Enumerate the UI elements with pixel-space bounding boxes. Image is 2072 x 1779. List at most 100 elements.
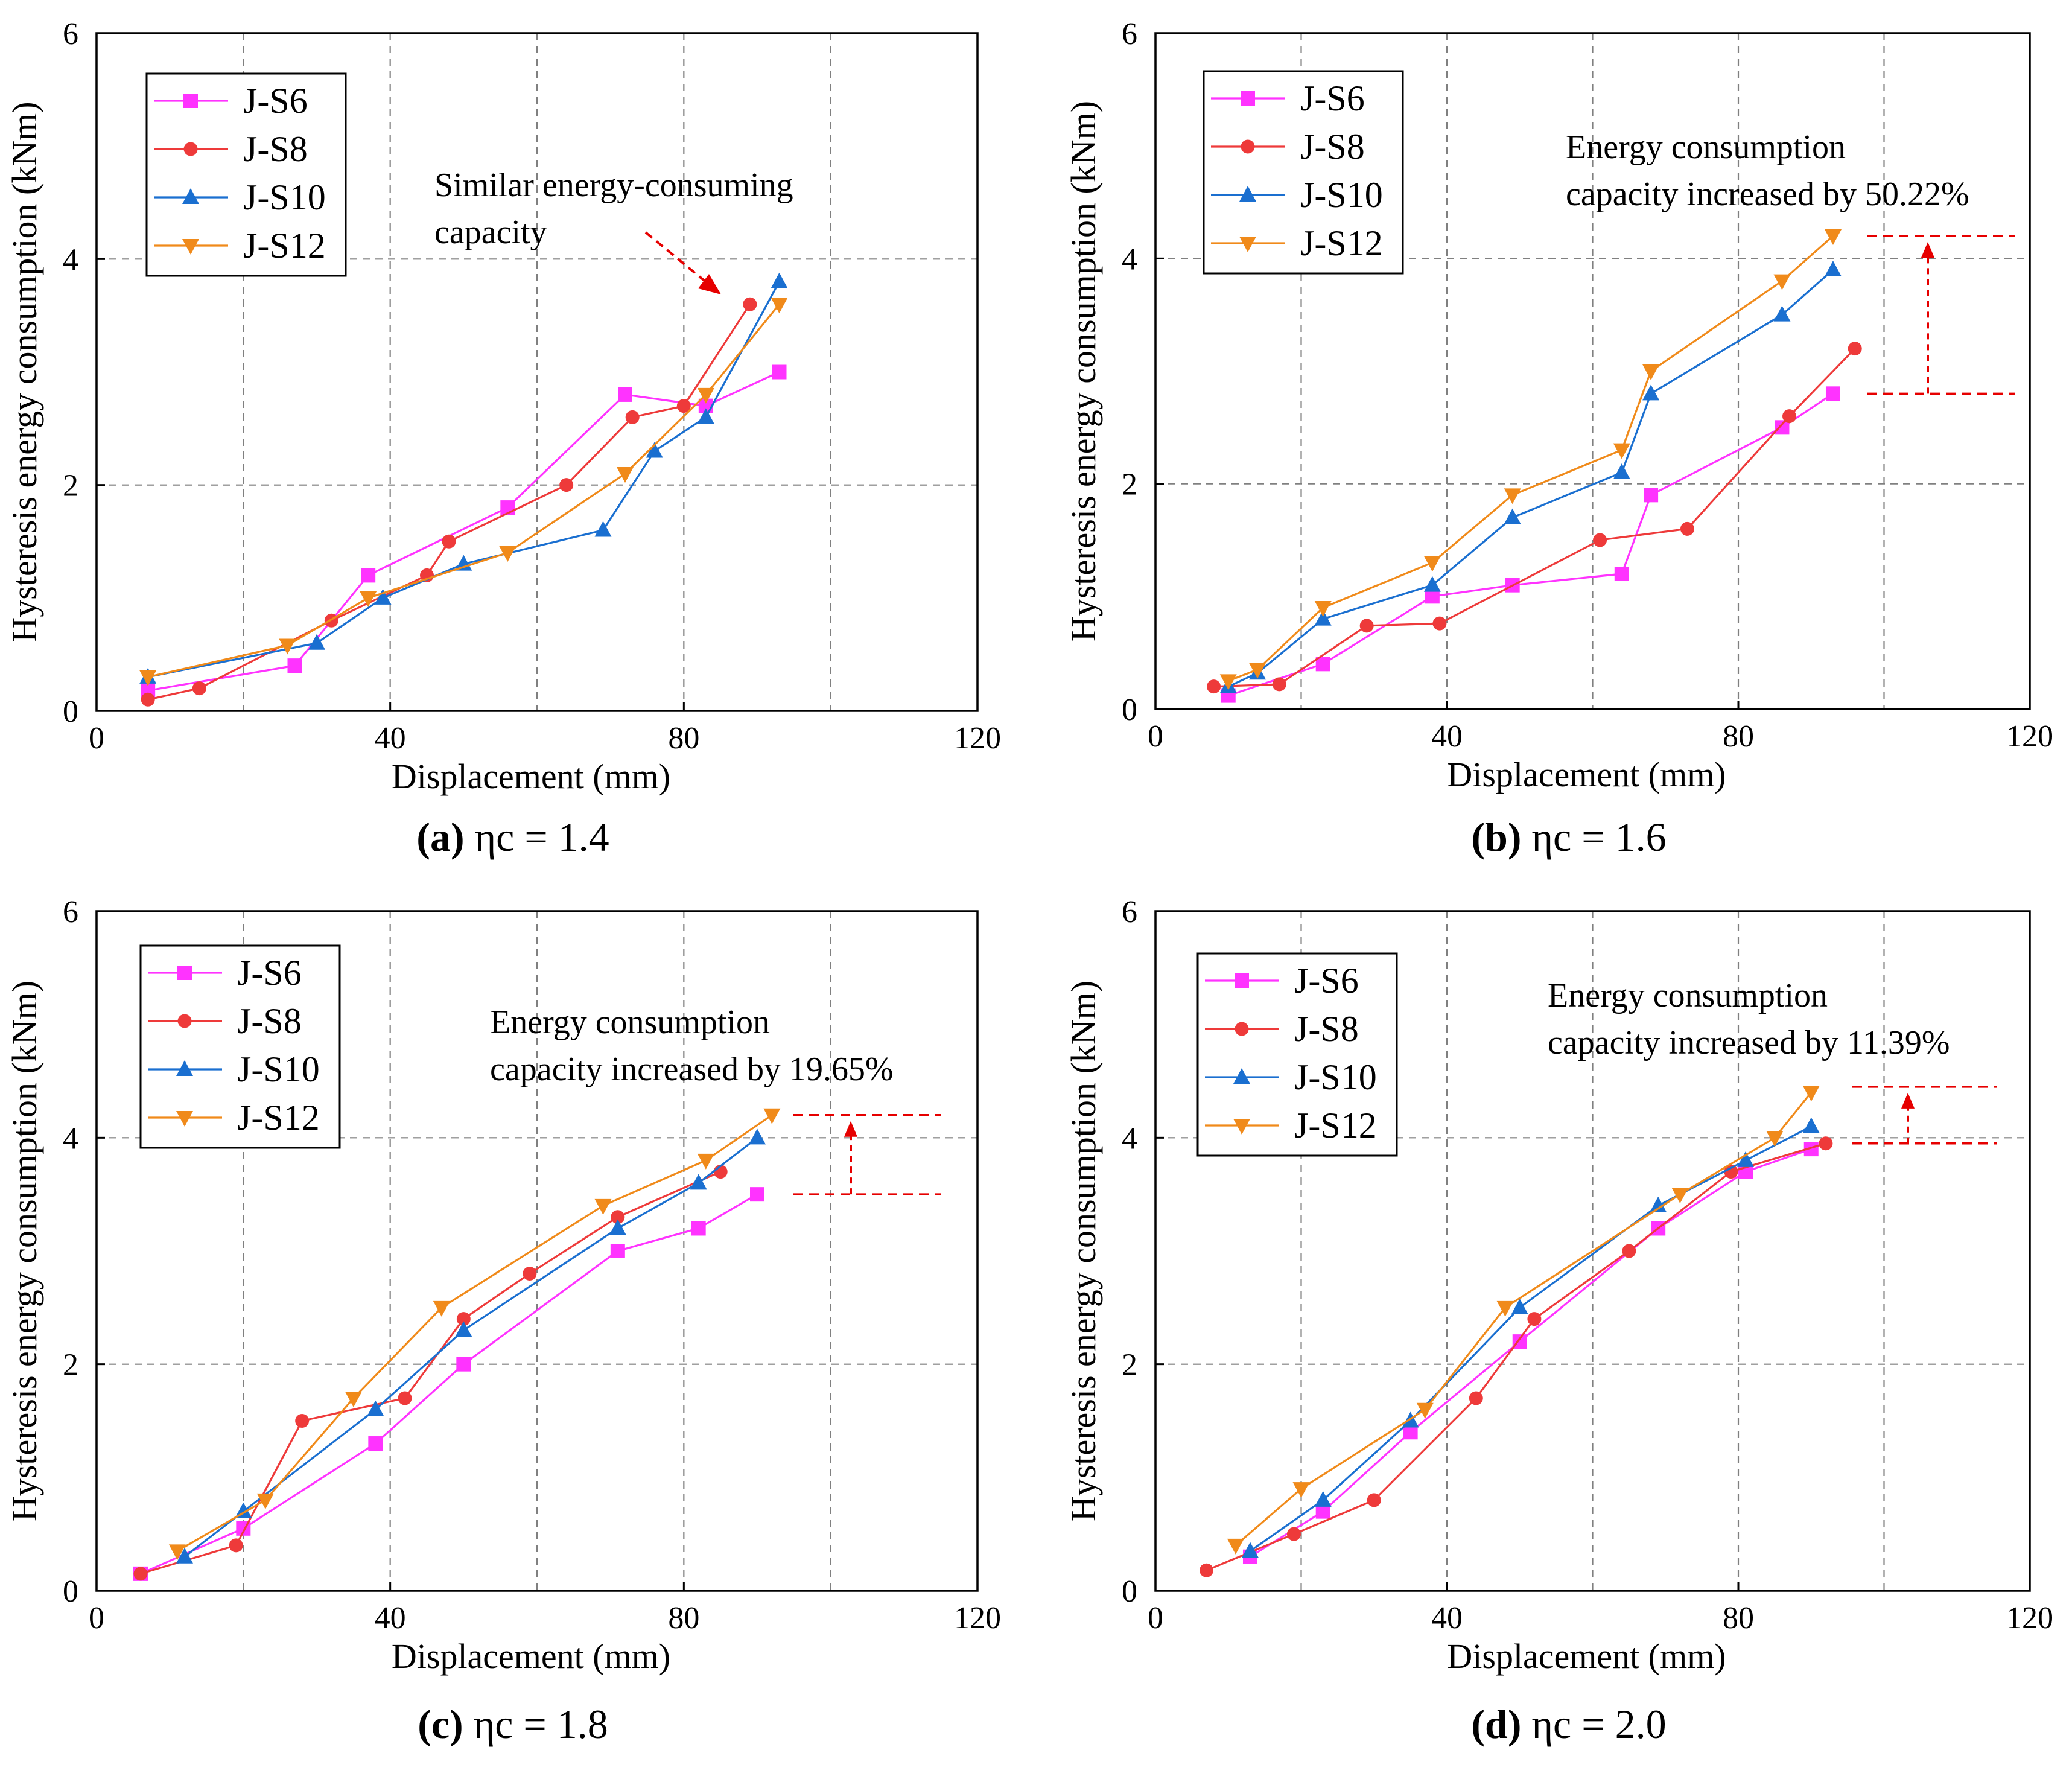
data-point — [772, 364, 787, 380]
data-point — [1671, 1188, 1689, 1204]
series-line — [1228, 392, 1834, 697]
chart-panel-a: 0 40 80 120 0 2 4 6 Displacement (mm) Hysteresis … — [5, 17, 1001, 860]
panel-caption: (b) ηc = 1.6 — [1471, 814, 1666, 860]
series-line — [147, 281, 780, 678]
legend-label: J-S10 — [243, 177, 326, 217]
chart-panel-b: 0 40 80 120 0 2 4 6 Displacement (mm) Hysteresis … — [1064, 17, 2053, 860]
legend-box — [1203, 70, 1404, 275]
data-point — [442, 534, 456, 549]
series-line — [177, 1114, 773, 1552]
data-point — [456, 1357, 471, 1372]
data-point — [1423, 576, 1441, 592]
data-point — [168, 1544, 186, 1561]
y-tick-label: 4 — [1122, 1121, 1137, 1156]
series-J-S6 — [1242, 1142, 1819, 1564]
data-point — [1219, 674, 1237, 690]
legend-marker — [182, 188, 199, 204]
x-tick-label: 120 — [954, 721, 1001, 756]
legend-label: J-S12 — [1294, 1106, 1377, 1145]
annotation: Energy consumption capacity increased by … — [1566, 129, 2015, 395]
data-point — [287, 658, 302, 673]
series-J-S12 — [139, 298, 788, 686]
legend-label: J-S12 — [1300, 223, 1383, 263]
x-tick-label: 80 — [668, 1601, 699, 1635]
legend-label: J-S6 — [1300, 78, 1365, 118]
series-J-S8 — [1207, 342, 1862, 694]
x-tick-label: 40 — [375, 721, 406, 756]
data-point — [367, 1400, 384, 1416]
y-tick-label: 2 — [1122, 1348, 1137, 1383]
y-tick-label: 0 — [63, 695, 78, 729]
data-point — [1469, 1391, 1483, 1405]
data-point — [749, 1128, 766, 1145]
annotation-arrowhead — [1901, 1092, 1915, 1109]
annotation-text: capacity increased by 19.65% — [490, 1051, 894, 1088]
y-tick-label: 6 — [1122, 17, 1137, 51]
data-point — [176, 1547, 193, 1564]
data-point — [771, 272, 788, 288]
data-point — [368, 1436, 383, 1451]
data-point — [1416, 1402, 1434, 1419]
data-point — [1642, 384, 1660, 401]
chart-panel-d: 0 40 80 120 0 2 4 6 Displacement (mm) Hysteresis … — [1064, 895, 2053, 1747]
data-point — [1272, 677, 1286, 692]
y-axis-label: Hysteresis energy consumption (kNm) — [1064, 981, 1103, 1521]
data-point — [1644, 488, 1659, 503]
data-point — [610, 1244, 625, 1258]
data-point — [1314, 601, 1332, 617]
legend-label: J-S6 — [237, 953, 302, 993]
legend-marker — [183, 94, 198, 108]
annotation-arrowhead — [844, 1121, 857, 1137]
legend-marker — [1235, 973, 1249, 988]
x-tick-label: 0 — [89, 1601, 104, 1635]
plot-frame — [1154, 910, 2031, 1592]
data-point — [295, 1414, 310, 1428]
annotation-arrowhead — [698, 274, 721, 294]
legend-label: J-S6 — [1294, 961, 1359, 1001]
legend-label: J-S6 — [243, 81, 308, 121]
x-tick-label: 0 — [89, 721, 104, 756]
chart-panel-c: 0 40 80 120 0 2 4 6 Displacement (mm) Hysteresis … — [5, 895, 1001, 1747]
legend: J-S6 J-S8 J-S10 J-S12 — [1196, 952, 1398, 1157]
data-point — [455, 555, 472, 571]
series-J-S8 — [1200, 1136, 1833, 1577]
data-point — [361, 568, 376, 583]
data-point — [1511, 1298, 1528, 1314]
data-point — [1496, 1300, 1514, 1317]
data-point — [594, 1198, 612, 1215]
data-point — [308, 634, 325, 650]
data-point — [133, 1567, 148, 1581]
annotation-text: capacity increased by 11.39% — [1548, 1024, 1950, 1061]
x-tick-label: 80 — [1723, 719, 1754, 754]
x-axis-label: Displacement (mm) — [1447, 1637, 1726, 1676]
series-line — [1250, 1148, 1812, 1558]
data-point — [1824, 229, 1842, 245]
data-point — [1782, 409, 1797, 424]
data-point — [750, 1187, 764, 1202]
series-J-S10 — [139, 272, 788, 684]
data-point — [611, 1210, 625, 1224]
legend-label: J-S12 — [237, 1098, 320, 1138]
data-point — [1802, 1117, 1820, 1133]
series-J-S10 — [1241, 1117, 1820, 1558]
legend-marker — [176, 1111, 193, 1127]
y-tick-label: 6 — [63, 17, 78, 51]
data-point — [594, 521, 612, 537]
legend-marker — [1235, 1022, 1249, 1036]
annotation: Energy consumption capacity increased by … — [490, 1004, 941, 1195]
data-point — [691, 1221, 706, 1236]
data-point — [398, 1391, 412, 1405]
data-point — [1314, 1491, 1332, 1507]
annotation: Similar energy-consuming capacity — [434, 167, 793, 294]
series-J-S12 — [168, 1108, 781, 1561]
legend-label: J-S8 — [243, 129, 308, 169]
legend-marker — [176, 1060, 193, 1076]
series-line — [140, 1171, 721, 1575]
data-point — [374, 588, 392, 605]
annotation-text: Energy consumption — [1548, 977, 1828, 1014]
y-tick-label: 2 — [63, 1348, 78, 1383]
x-tick-label: 120 — [2006, 1601, 2053, 1635]
legend-marker — [1239, 186, 1256, 202]
data-point — [1504, 508, 1521, 524]
data-point — [256, 1493, 274, 1509]
